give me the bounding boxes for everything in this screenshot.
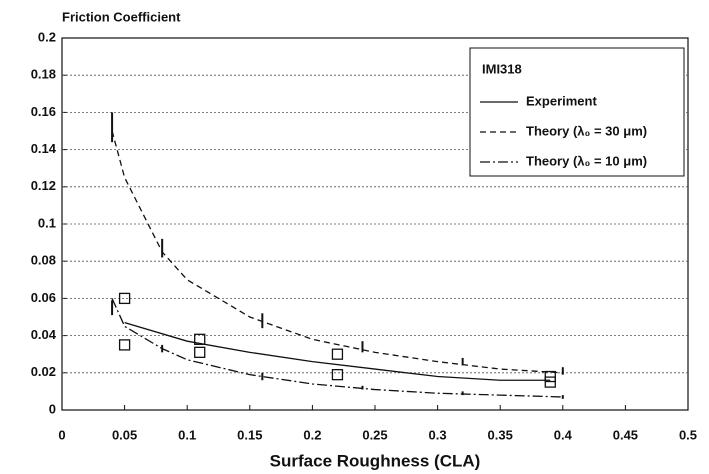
y-tick-label: 0.16 [31, 104, 56, 119]
y-tick-label: 0.08 [31, 253, 56, 268]
legend-box [469, 47, 685, 177]
x-tick-label: 0.25 [362, 427, 387, 442]
x-axis-label: Surface Roughness (CLA) [270, 451, 481, 470]
data-point [331, 369, 344, 381]
chart-title: Friction Coefficient [62, 9, 181, 24]
legend-label: Experiment [526, 93, 597, 108]
x-tick-label: 0.5 [679, 427, 697, 442]
data-point [118, 339, 131, 351]
x-tick-label: 0.1 [178, 427, 196, 442]
y-tick-label: 0.1 [38, 215, 56, 230]
x-tick-label: 0.45 [613, 427, 638, 442]
series-line [111, 298, 563, 398]
series-line [124, 321, 551, 381]
legend-label: Theory (λ₀ = 10 μm) [526, 153, 647, 168]
data-point [194, 346, 206, 358]
data-point [331, 348, 344, 360]
y-tick-label: 0.2 [38, 29, 56, 44]
x-tick-label: 0.05 [112, 427, 137, 442]
x-tick-label: 0.2 [303, 427, 321, 442]
y-tick-label: 0 [49, 401, 56, 416]
legend-title: IMI318 [482, 61, 522, 76]
y-tick-label: 0.04 [31, 327, 57, 342]
y-tick-label: 0.12 [31, 178, 56, 193]
x-tick-label: 0.4 [554, 427, 573, 442]
y-tick-label: 0.18 [31, 67, 56, 82]
series-line [111, 130, 563, 374]
data-point [194, 333, 206, 345]
y-tick-label: 0.02 [31, 364, 56, 379]
x-tick-label: 0.15 [237, 427, 262, 442]
data-point [544, 376, 556, 388]
data-point [118, 292, 131, 305]
legend-label: Theory (λ₀ = 30 μm) [526, 123, 647, 138]
x-tick-label: 0 [58, 427, 65, 442]
x-tick-label: 0.35 [488, 427, 513, 442]
x-tick-label: 0.3 [429, 427, 447, 442]
y-tick-label: 0.06 [31, 290, 56, 305]
y-tick-label: 0.14 [31, 141, 57, 156]
